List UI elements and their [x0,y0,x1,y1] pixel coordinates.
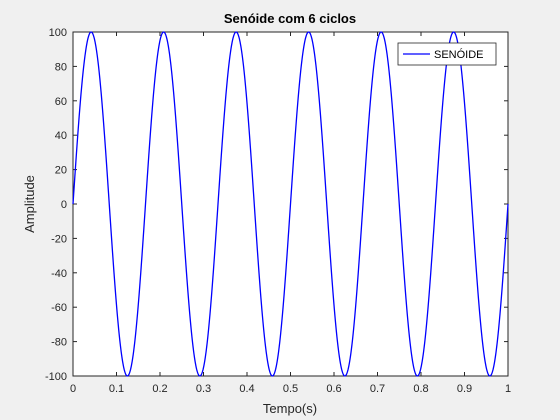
x-tick-label: 0.7 [370,383,385,395]
legend: SENÓIDE [397,42,497,66]
x-tick-label: 0.3 [196,383,211,395]
x-axis-label: Tempo(s) [263,401,317,416]
x-tick-label: 0.4 [239,383,254,395]
y-tick-label: -20 [51,233,67,245]
x-tick-label: 0.5 [283,383,298,395]
y-tick-label: -100 [45,371,67,383]
x-tick-label: 1 [505,383,511,395]
x-tick-label: 0.6 [326,383,341,395]
chart-title: Senóide com 6 ciclos [224,11,356,26]
x-tick-label: 0 [70,383,76,395]
x-tick-label: 0.2 [152,383,167,395]
x-tick-label: 0.1 [109,383,124,395]
y-tick-label: 80 [55,61,67,73]
y-tick-label: 40 [55,130,67,142]
y-tick-label: -80 [51,337,67,349]
y-axis-label: Amplitude [22,175,37,233]
y-tick-label: 100 [49,27,67,39]
x-tick-label: 0.9 [457,383,472,395]
y-tick-label: -40 [51,268,67,280]
series-line-senoide [72,31,509,377]
y-tick-label: 20 [55,165,67,177]
axis-tick-labels: 0 0.1 0.2 0.3 0.4 0.5 0.6 0.7 0.8 0.9 1 -100 -80 -60 -… [45,27,511,395]
legend-box [397,42,497,66]
legend-label-senoide: SENÓIDE [434,48,484,61]
y-tick-label: 60 [55,96,67,108]
y-tick-label: -60 [51,302,67,314]
x-tick-label: 0.8 [413,383,428,395]
y-tick-label: 0 [61,199,67,211]
